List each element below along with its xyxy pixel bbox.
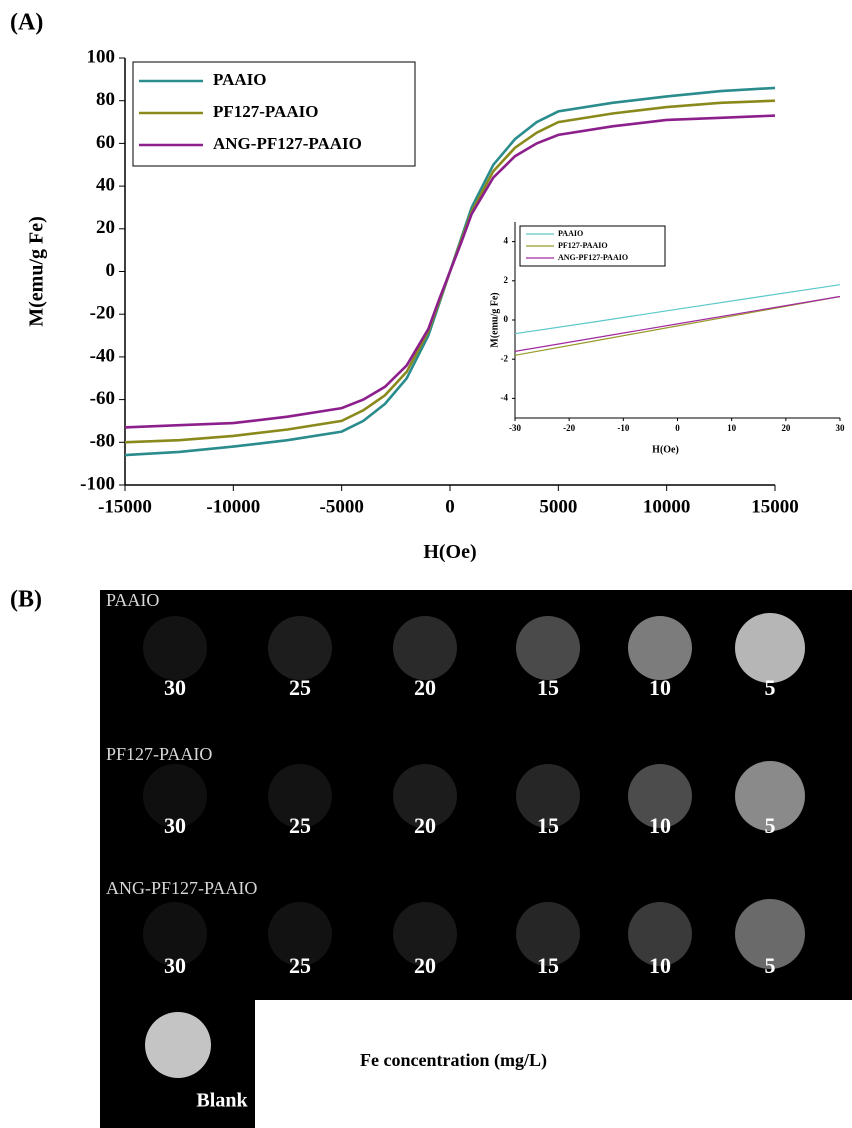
phantom xyxy=(393,902,457,966)
blank-phantom xyxy=(145,1012,211,1078)
phantom xyxy=(628,902,692,966)
concentration-label: 10 xyxy=(649,675,671,700)
concentration-label: 20 xyxy=(414,675,436,700)
caption: Fe concentration (mg/L) xyxy=(360,1050,547,1071)
panel-label: (A) xyxy=(10,10,43,36)
phantom xyxy=(268,764,332,828)
panel-label: (B) xyxy=(10,587,42,613)
legend-label: ANG-PF127-PAAIO xyxy=(558,253,628,262)
phantom xyxy=(628,764,692,828)
x-tick-label: 15000 xyxy=(751,496,799,517)
y-tick-label: 2 xyxy=(504,275,509,285)
x-tick-label: 30 xyxy=(836,423,846,433)
concentration-label: 5 xyxy=(765,953,776,978)
y-tick-label: 20 xyxy=(96,217,115,238)
concentration-label: 20 xyxy=(414,953,436,978)
phantom xyxy=(143,764,207,828)
x-tick-label: -30 xyxy=(509,423,521,433)
y-tick-label: 60 xyxy=(96,132,115,153)
phantom xyxy=(735,761,805,831)
blank-label: Blank xyxy=(196,1090,248,1112)
series-line xyxy=(514,295,841,352)
x-tick-label: 10 xyxy=(727,423,737,433)
legend-label: PAAIO xyxy=(558,229,583,238)
y-tick-label: -4 xyxy=(501,392,509,402)
phantom xyxy=(516,616,580,680)
phantom xyxy=(393,764,457,828)
y-tick-label: 4 xyxy=(504,236,509,246)
concentration-label: 30 xyxy=(164,813,186,838)
phantom xyxy=(516,764,580,828)
y-axis-label: M(emu/g Fe) xyxy=(26,216,48,327)
concentration-label: 25 xyxy=(289,813,311,838)
phantom xyxy=(268,902,332,966)
concentration-label: 30 xyxy=(164,675,186,700)
legend-label: ANG-PF127-PAAIO xyxy=(213,134,362,153)
y-tick-label: -40 xyxy=(90,345,115,366)
concentration-label: 5 xyxy=(765,813,776,838)
concentration-label: 15 xyxy=(537,675,559,700)
phantom xyxy=(628,616,692,680)
y-tick-label: -2 xyxy=(501,353,509,363)
concentration-label: 5 xyxy=(765,675,776,700)
concentration-label: 25 xyxy=(289,953,311,978)
y-tick-label: 40 xyxy=(96,174,115,195)
x-axis-label: H(Oe) xyxy=(423,541,476,563)
row-label: ANG-PF127-PAAIO xyxy=(106,878,257,898)
series-line xyxy=(514,295,841,356)
concentration-label: 15 xyxy=(537,953,559,978)
concentration-label: 10 xyxy=(649,953,671,978)
phantom xyxy=(516,902,580,966)
concentration-label: 30 xyxy=(164,953,186,978)
concentration-label: 10 xyxy=(649,813,671,838)
series-line xyxy=(514,284,841,335)
y-tick-label: 0 xyxy=(504,314,509,324)
y-tick-label: -20 xyxy=(90,303,115,324)
phantom xyxy=(268,616,332,680)
y-axis-label: M(emu/g Fe) xyxy=(489,292,500,347)
y-tick-label: -60 xyxy=(90,388,115,409)
phantom xyxy=(735,899,805,969)
concentration-label: 15 xyxy=(537,813,559,838)
legend-label: PAAIO xyxy=(213,70,267,89)
y-tick-label: 80 xyxy=(96,89,115,110)
y-tick-label: 100 xyxy=(87,46,116,67)
phantom xyxy=(735,613,805,683)
concentration-label: 20 xyxy=(414,813,436,838)
row-label: PAAIO xyxy=(106,590,159,610)
x-tick-label: 20 xyxy=(781,423,791,433)
y-tick-label: -100 xyxy=(80,473,115,494)
x-tick-label: -10000 xyxy=(206,496,260,517)
x-tick-label: 10000 xyxy=(643,496,691,517)
x-tick-label: 5000 xyxy=(539,496,577,517)
legend-label: PF127-PAAIO xyxy=(558,241,608,250)
x-axis-label: H(Oe) xyxy=(652,445,679,456)
legend-label: PF127-PAAIO xyxy=(213,102,318,121)
x-tick-label: 0 xyxy=(675,423,680,433)
y-tick-label: 0 xyxy=(106,260,116,281)
x-tick-label: 0 xyxy=(445,496,455,517)
y-tick-label: -80 xyxy=(90,431,115,452)
phantom xyxy=(393,616,457,680)
x-tick-label: -20 xyxy=(563,423,575,433)
series-line xyxy=(124,114,776,429)
phantom xyxy=(143,902,207,966)
x-tick-label: -5000 xyxy=(320,496,364,517)
concentration-label: 25 xyxy=(289,675,311,700)
mri-image xyxy=(100,590,852,1000)
x-tick-label: -10 xyxy=(617,423,629,433)
phantom xyxy=(143,616,207,680)
x-tick-label: -15000 xyxy=(98,496,152,517)
row-label: PF127-PAAIO xyxy=(106,744,212,764)
